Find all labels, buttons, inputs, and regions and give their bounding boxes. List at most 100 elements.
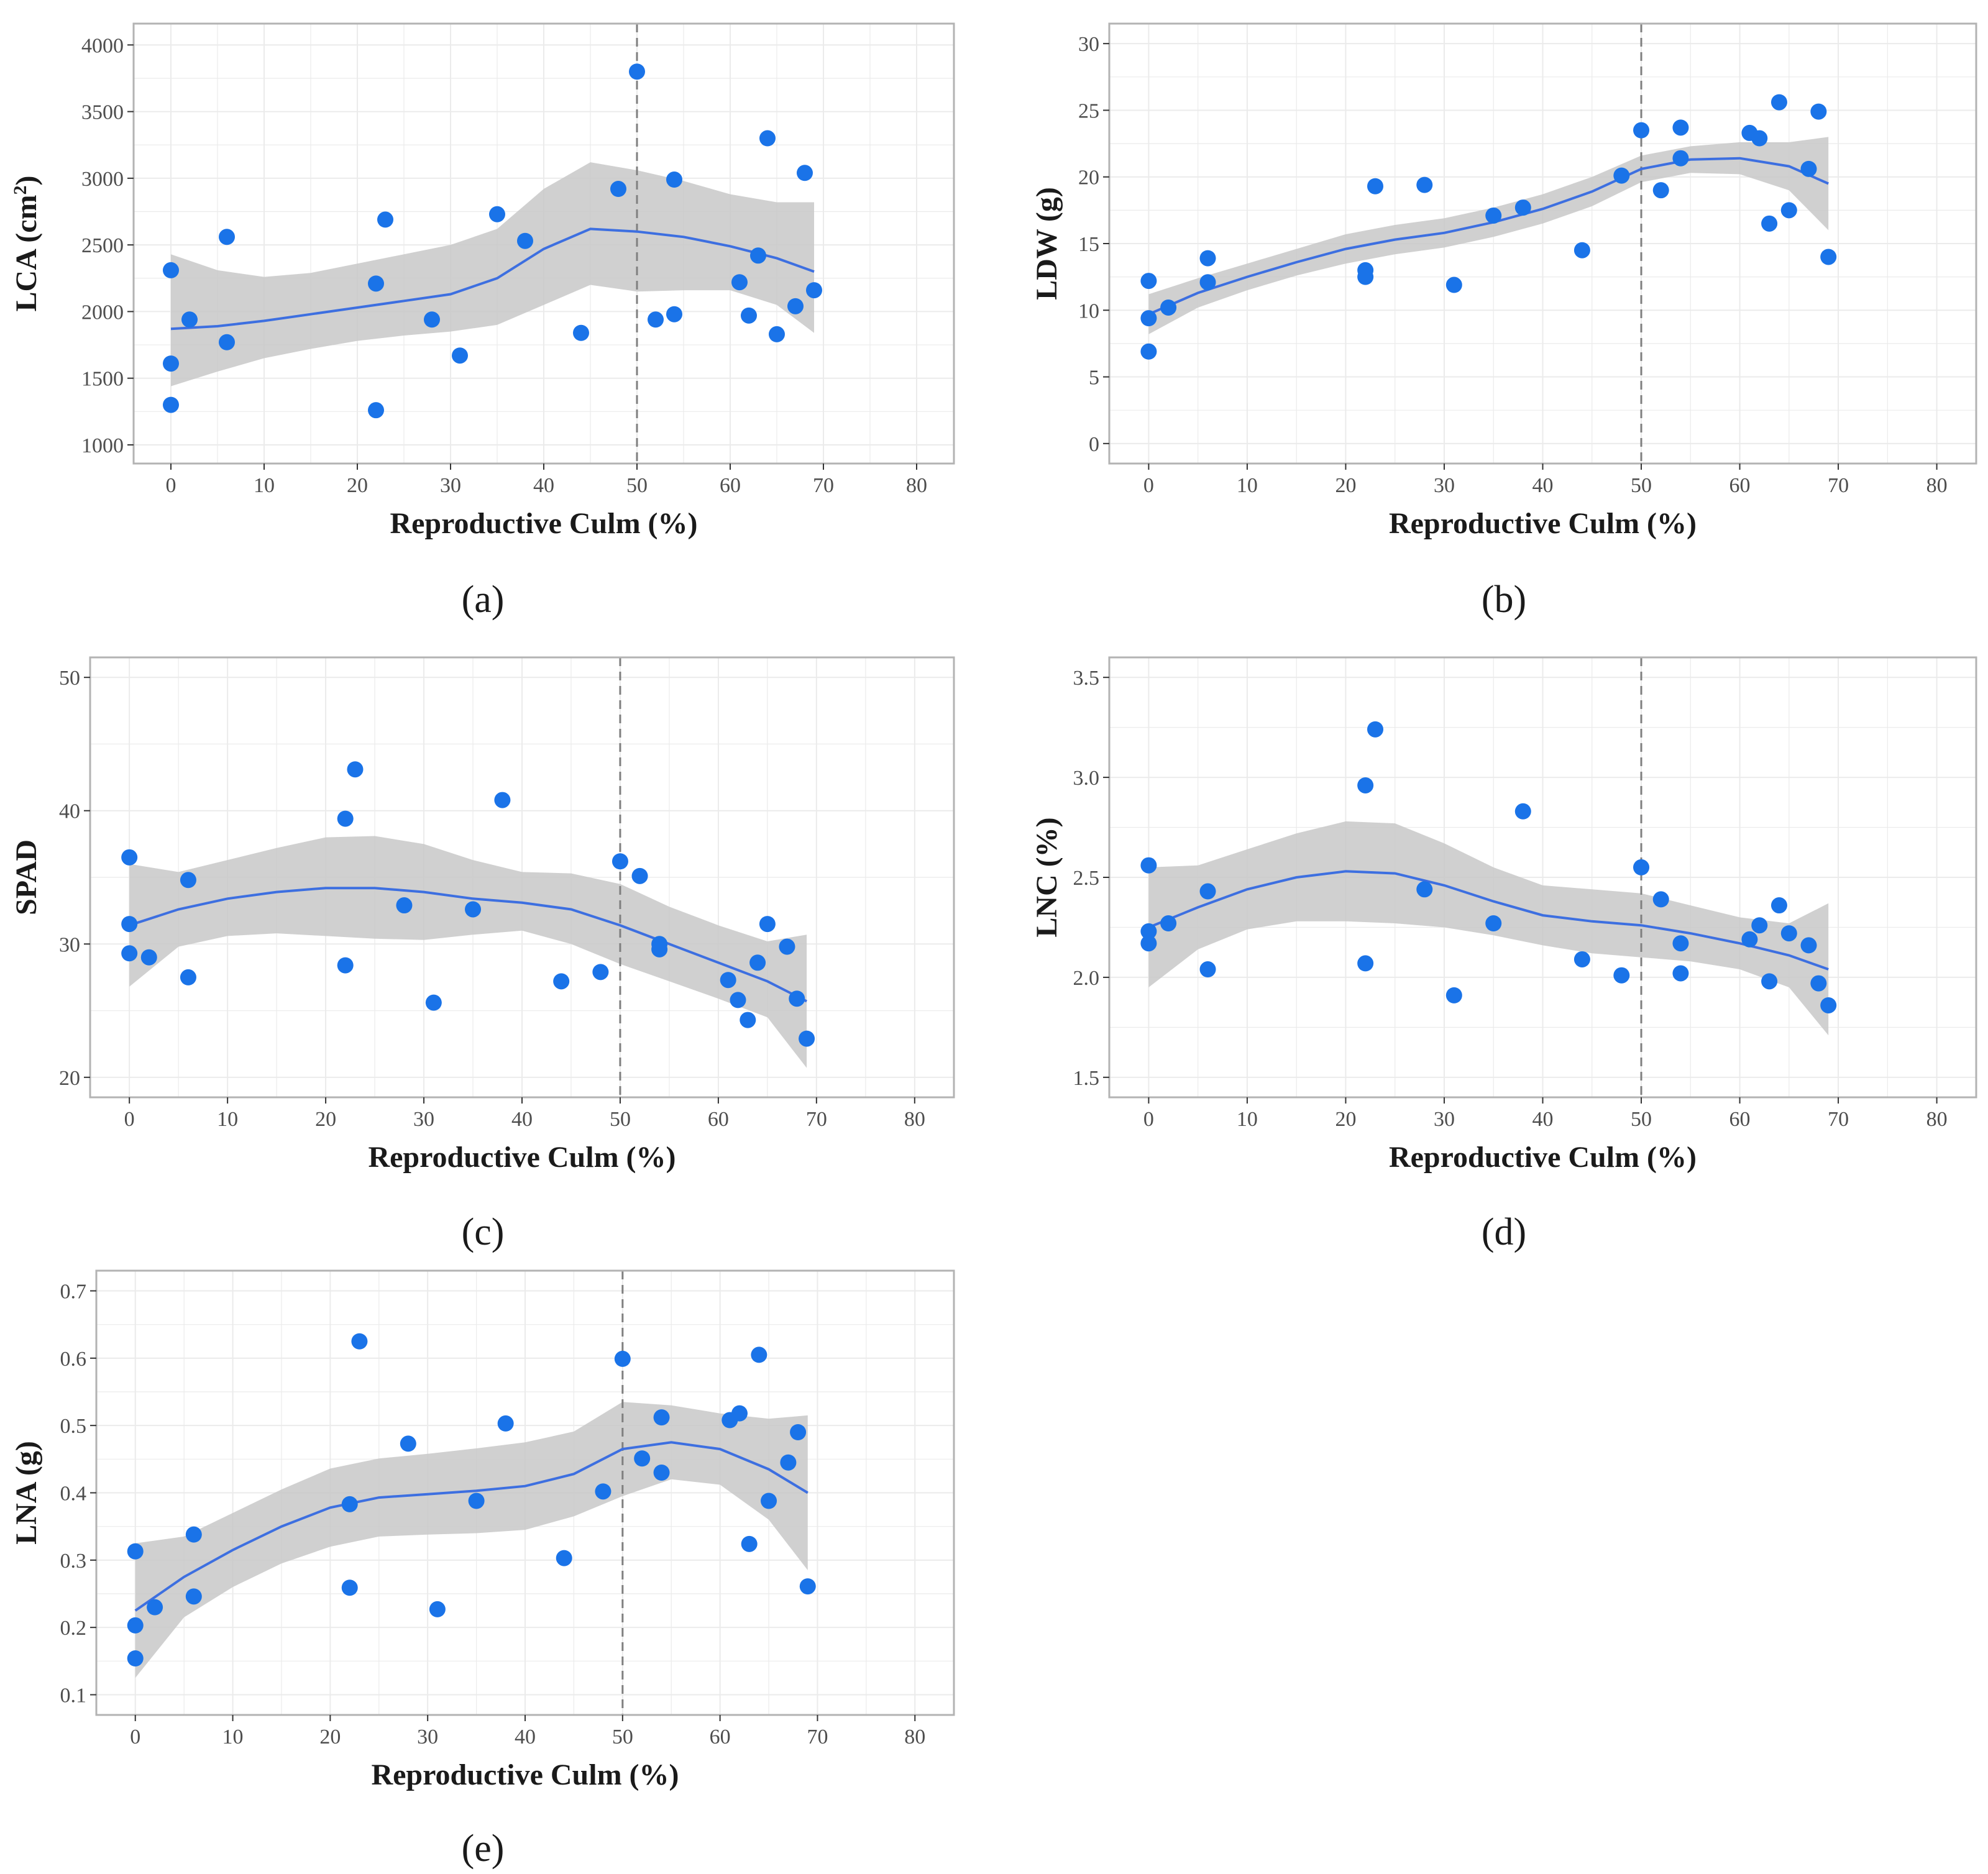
data-point xyxy=(452,347,468,364)
x-tick-label: 0 xyxy=(1143,1108,1154,1131)
x-tick-label: 70 xyxy=(813,474,834,497)
data-point xyxy=(163,396,179,413)
data-point xyxy=(1160,299,1177,316)
x-tick-label: 80 xyxy=(904,1725,925,1748)
x-tick-label: 60 xyxy=(710,1725,731,1748)
x-axis-title: Reproductive Culm (%) xyxy=(371,1758,679,1791)
y-tick-label: 0.7 xyxy=(60,1281,87,1304)
y-axis-title-main: SPAD xyxy=(10,839,43,915)
data-point xyxy=(497,1415,514,1432)
x-tick-label: 30 xyxy=(413,1108,434,1131)
data-point xyxy=(127,1650,144,1666)
y-tick-label: 5 xyxy=(1089,367,1099,390)
data-point xyxy=(631,867,648,884)
data-point xyxy=(1140,273,1157,290)
data-point xyxy=(1199,250,1216,267)
data-point xyxy=(494,792,511,808)
data-point xyxy=(1367,721,1384,738)
data-point xyxy=(1820,997,1837,1013)
data-point xyxy=(1367,178,1384,194)
data-point xyxy=(761,1492,777,1509)
y-tick-label: 25 xyxy=(1078,99,1099,122)
data-point xyxy=(741,307,757,324)
x-tick-label: 40 xyxy=(533,474,554,497)
data-point xyxy=(573,324,589,341)
data-point xyxy=(780,1454,797,1471)
y-tick-label: 2500 xyxy=(81,234,124,257)
y-tick-label: 0.2 xyxy=(60,1617,87,1640)
x-tick-label: 70 xyxy=(1828,1108,1849,1131)
data-point xyxy=(341,1496,358,1512)
data-point xyxy=(1613,967,1630,984)
y-tick-label: 40 xyxy=(59,800,80,823)
data-point xyxy=(556,1550,572,1566)
data-point xyxy=(1761,973,1778,990)
data-point xyxy=(337,810,354,827)
x-tick-label: 80 xyxy=(904,1108,925,1131)
data-point xyxy=(1199,961,1216,978)
y-tick-label: 0.3 xyxy=(60,1550,87,1573)
x-tick-label: 40 xyxy=(1532,1108,1554,1131)
y-tick-label: 0.6 xyxy=(60,1348,87,1371)
x-tick-label: 10 xyxy=(254,474,275,497)
data-point xyxy=(1445,277,1462,293)
confidence-band xyxy=(129,836,807,1068)
data-point xyxy=(731,1405,748,1422)
data-point xyxy=(1652,891,1669,908)
data-point xyxy=(127,1543,144,1560)
data-point xyxy=(1761,215,1778,232)
y-tick-label: 2000 xyxy=(81,301,124,324)
y-tick-label: 15 xyxy=(1078,233,1099,256)
y-tick-label: 10 xyxy=(1078,299,1099,322)
data-point xyxy=(797,165,813,181)
x-tick-label: 50 xyxy=(626,474,648,497)
data-point xyxy=(651,941,668,958)
data-point xyxy=(400,1435,416,1452)
data-point xyxy=(517,232,533,249)
x-tick-label: 10 xyxy=(1237,474,1258,497)
data-point xyxy=(121,849,138,866)
data-point xyxy=(1672,965,1689,982)
data-point xyxy=(341,1579,358,1596)
y-tick-label: 1.5 xyxy=(1073,1067,1100,1090)
data-point xyxy=(751,1346,767,1363)
x-tick-label: 20 xyxy=(1335,1108,1356,1131)
y-axis-title-superscript: 2 xyxy=(10,186,30,195)
y-axis-title: LCA (cm2) xyxy=(10,176,44,312)
data-point xyxy=(468,1492,485,1509)
x-tick-label: 20 xyxy=(347,474,368,497)
x-tick-label: 70 xyxy=(806,1108,827,1131)
fit-line xyxy=(129,887,808,1003)
fit-line xyxy=(1148,870,1829,971)
x-tick-label: 80 xyxy=(906,474,927,497)
data-point xyxy=(121,916,138,933)
x-tick-label: 80 xyxy=(1926,474,1948,497)
data-point xyxy=(610,181,626,198)
fit-line xyxy=(170,227,815,331)
data-point xyxy=(181,311,198,328)
panel-label: (e) xyxy=(462,1827,505,1870)
data-point xyxy=(759,916,776,933)
data-point xyxy=(465,901,482,918)
data-point xyxy=(769,326,785,342)
data-point xyxy=(787,298,804,314)
data-point xyxy=(648,311,664,328)
data-point xyxy=(790,1424,807,1440)
panel-label: (a) xyxy=(462,578,505,621)
data-point xyxy=(185,1588,202,1605)
data-point xyxy=(140,949,157,966)
x-tick-label: 40 xyxy=(511,1108,533,1131)
data-point xyxy=(806,282,822,299)
data-point xyxy=(1485,915,1502,932)
y-tick-label: 30 xyxy=(59,933,80,956)
x-tick-label: 0 xyxy=(1143,474,1154,497)
data-point xyxy=(1672,150,1689,167)
panel-label: (c) xyxy=(462,1211,505,1253)
data-point xyxy=(1573,951,1590,967)
data-point xyxy=(377,211,393,228)
data-point xyxy=(731,274,748,291)
y-tick-label: 3500 xyxy=(81,101,124,124)
y-axis-title-main: LCA (cm xyxy=(10,194,43,311)
x-tick-label: 0 xyxy=(130,1725,140,1748)
